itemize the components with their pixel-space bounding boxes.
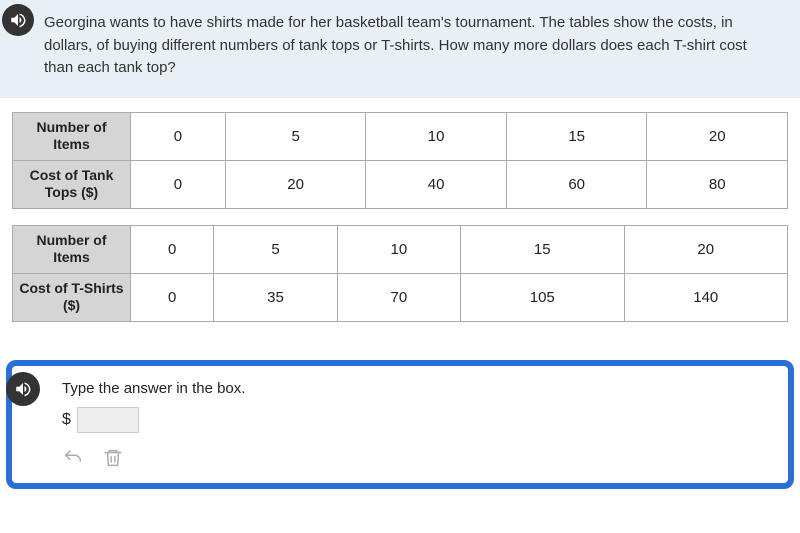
table-cell: 40 <box>366 160 507 208</box>
row-header: Number of Items <box>13 112 131 160</box>
table-cell: 10 <box>337 225 460 273</box>
table-cell: 105 <box>461 273 624 321</box>
row-header: Number of Items <box>13 225 131 273</box>
answer-panel: Type the answer in the box. $ <box>6 360 794 489</box>
question-header: Georgina wants to have shirts made for h… <box>0 0 800 98</box>
table-cell: 15 <box>461 225 624 273</box>
table-cell: 0 <box>131 273 214 321</box>
answer-toolbar <box>62 447 770 469</box>
table-cell: 0 <box>131 112 226 160</box>
table-cell: 5 <box>214 225 337 273</box>
audio-button-answer[interactable] <box>6 372 40 406</box>
speaker-icon <box>14 380 32 398</box>
table-cell: 20 <box>225 160 366 208</box>
undo-icon <box>62 447 84 469</box>
table-cell: 15 <box>506 112 647 160</box>
speaker-icon <box>9 11 27 29</box>
table-cell: 35 <box>214 273 337 321</box>
table-row: Number of Items 0 5 10 15 20 <box>13 112 788 160</box>
currency-symbol: $ <box>62 411 71 429</box>
tank-tops-table: Number of Items 0 5 10 15 20 Cost of Tan… <box>12 112 788 209</box>
table-cell: 0 <box>131 160 226 208</box>
question-text: Georgina wants to have shirts made for h… <box>44 14 747 76</box>
table-cell: 0 <box>131 225 214 273</box>
table-cell: 80 <box>647 160 788 208</box>
table-row: Number of Items 0 5 10 15 20 <box>13 225 788 273</box>
table-cell: 20 <box>647 112 788 160</box>
answer-row: $ <box>62 407 770 433</box>
delete-button[interactable] <box>102 447 124 469</box>
table-cell: 60 <box>506 160 647 208</box>
tables-area: Number of Items 0 5 10 15 20 Cost of Tan… <box>0 98 800 352</box>
audio-button-question[interactable] <box>2 4 34 36</box>
undo-button[interactable] <box>62 447 84 469</box>
table-cell: 140 <box>624 273 788 321</box>
row-header: Cost of Tank Tops ($) <box>13 160 131 208</box>
tshirts-table: Number of Items 0 5 10 15 20 Cost of T-S… <box>12 225 788 322</box>
table-cell: 5 <box>225 112 366 160</box>
answer-prompt: Type the answer in the box. <box>62 380 770 397</box>
table-cell: 10 <box>366 112 507 160</box>
answer-input[interactable] <box>77 407 139 433</box>
table-row: Cost of T-Shirts ($) 0 35 70 105 140 <box>13 273 788 321</box>
table-row: Cost of Tank Tops ($) 0 20 40 60 80 <box>13 160 788 208</box>
row-header: Cost of T-Shirts ($) <box>13 273 131 321</box>
table-cell: 20 <box>624 225 788 273</box>
trash-icon <box>102 447 124 469</box>
table-cell: 70 <box>337 273 460 321</box>
